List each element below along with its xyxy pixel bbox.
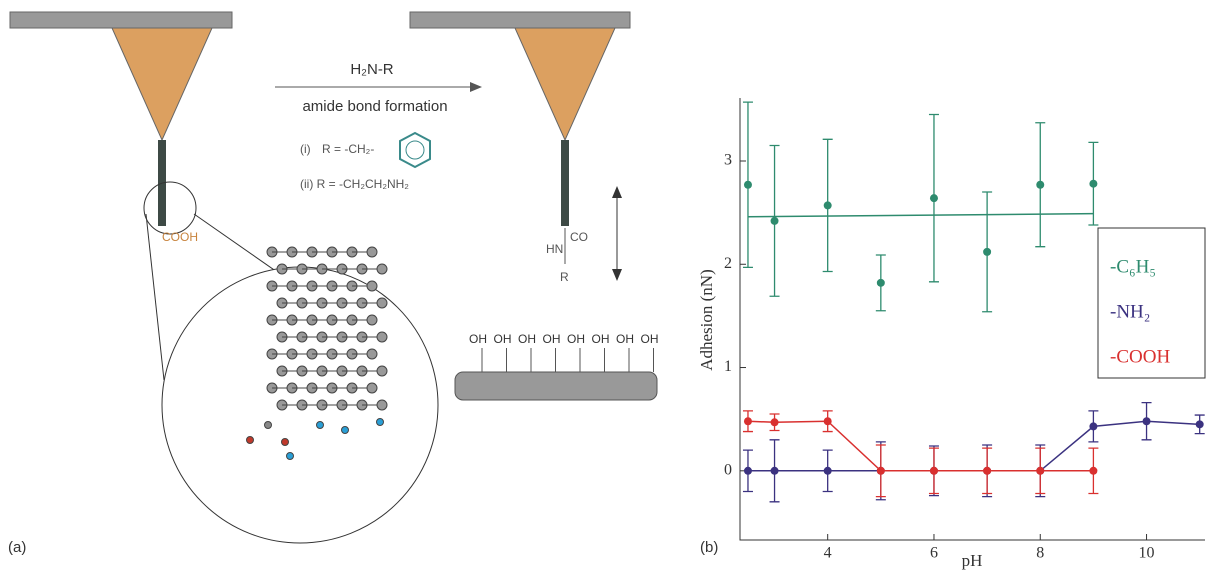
surface-groups: OH OH OH OH OH OH OH OH <box>469 332 659 372</box>
atom <box>377 366 387 376</box>
legend-entry: -COOH <box>1110 346 1170 367</box>
point <box>1196 420 1204 428</box>
group: R <box>560 270 569 284</box>
point <box>824 201 832 209</box>
atom <box>247 437 254 444</box>
x-axis-label: pH <box>962 551 983 570</box>
surface-group: OH <box>567 332 585 346</box>
point <box>1036 467 1044 475</box>
y-tick-label: 0 <box>724 461 732 478</box>
x-tick-label: 4 <box>824 545 832 562</box>
benzene <box>400 133 430 167</box>
y-tick-label: 1 <box>724 358 732 375</box>
surface-group: OH <box>616 332 634 346</box>
point <box>744 417 752 425</box>
atom <box>367 349 377 359</box>
panel-label: (b) <box>700 539 718 556</box>
option: (i) <box>300 142 311 156</box>
option: (ii) R = -CH₂CH₂NH₂ <box>300 177 409 191</box>
surface-group: OH <box>592 332 610 346</box>
point <box>983 248 991 256</box>
atom <box>265 422 272 429</box>
panel-label: (a) <box>8 539 26 556</box>
afm-tip <box>112 28 212 140</box>
point <box>824 467 832 475</box>
reagent: H₂N-R <box>350 61 393 78</box>
cantilever <box>10 12 232 28</box>
y-axis-label: Adhesion (nN) <box>697 269 716 371</box>
surface-group: OH <box>641 332 659 346</box>
point <box>983 467 991 475</box>
y-tick-label: 2 <box>724 255 732 272</box>
x-tick-label: 10 <box>1139 545 1155 562</box>
atom <box>377 419 384 426</box>
atom <box>317 422 324 429</box>
atom <box>367 281 377 291</box>
point <box>877 279 885 287</box>
surface-group: OH <box>518 332 536 346</box>
point <box>771 418 779 426</box>
cantilever <box>410 12 630 28</box>
series-line <box>748 421 1200 471</box>
afm-tip <box>515 28 615 140</box>
chart: (b) pH Adhesion (nN) 0 1 2 3 4 6 8 10 -C₆H₅ -NH₂ -… <box>697 98 1205 570</box>
reaction: amide bond formation <box>302 98 447 115</box>
arrowhead <box>612 269 622 281</box>
y-tick-label: 3 <box>724 152 732 169</box>
option-r: R = -CH₂- <box>322 142 374 156</box>
atom <box>367 315 377 325</box>
figure: COOH H₂N-R amide bond formation (i) R = … <box>0 0 1214 572</box>
legend-entry: -C₆H₅ <box>1110 256 1156 277</box>
point <box>744 181 752 189</box>
point <box>744 467 752 475</box>
atom <box>377 298 387 308</box>
atom <box>342 427 349 434</box>
surface-group: OH <box>543 332 561 346</box>
tip-group: COOH <box>162 230 198 244</box>
series-line <box>748 421 1093 471</box>
atom <box>282 439 289 446</box>
atom <box>377 264 387 274</box>
atom <box>367 383 377 393</box>
point <box>771 467 779 475</box>
zoom-circle <box>144 182 196 234</box>
x-tick-label: 8 <box>1036 545 1044 562</box>
group: CO <box>570 230 588 244</box>
point <box>1089 422 1097 430</box>
x-tick-label: 6 <box>930 545 938 562</box>
legend-entry: -NH₂ <box>1110 301 1150 322</box>
point <box>930 467 938 475</box>
point <box>1089 180 1097 188</box>
substrate <box>455 372 657 400</box>
atom <box>367 247 377 257</box>
atom <box>377 332 387 342</box>
fit-line <box>748 214 1093 217</box>
atom <box>377 400 387 410</box>
surface-group: OH <box>469 332 487 346</box>
point <box>1036 181 1044 189</box>
point <box>1143 417 1151 425</box>
atom <box>287 453 294 460</box>
point <box>824 417 832 425</box>
surface-group: OH <box>494 332 512 346</box>
group: HN <box>546 242 563 256</box>
arrowhead <box>470 82 482 92</box>
arrowhead <box>612 186 622 198</box>
benzene-ring <box>406 141 424 159</box>
point <box>930 194 938 202</box>
point <box>771 217 779 225</box>
point <box>1089 467 1097 475</box>
point <box>877 467 885 475</box>
nanotube <box>561 140 569 226</box>
